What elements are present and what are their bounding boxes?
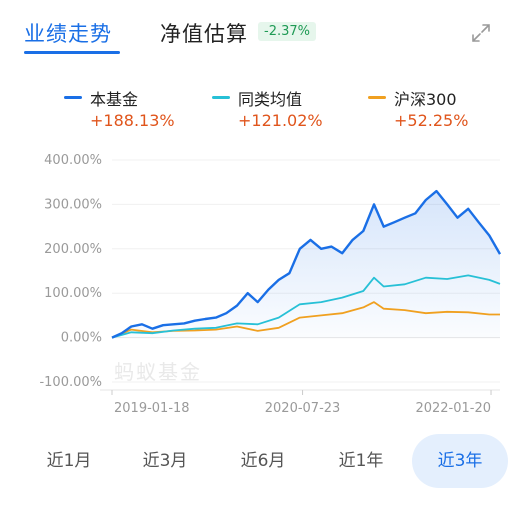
legend-swatch-peer-average: [212, 96, 230, 99]
legend-name-peer-average: 同类均值: [238, 90, 303, 109]
tab-bar: 业绩走势 净值估算 -2.37%: [24, 14, 498, 54]
y-tick-label: 100.00%: [44, 286, 102, 301]
watermark: 蚂蚁基金: [114, 360, 202, 384]
y-tick-label: 0.00%: [61, 331, 102, 346]
legend-swatch-fund: [64, 96, 82, 99]
y-tick-label: 200.00%: [44, 242, 102, 257]
period-1m[interactable]: 近1月: [46, 451, 92, 471]
period-6m[interactable]: 近6月: [240, 451, 286, 471]
x-tick-label: 2022-01-20: [415, 401, 491, 416]
period-3y[interactable]: 近3年: [412, 434, 508, 488]
tab-estimate[interactable]: 净值估算: [160, 22, 248, 46]
period-1y[interactable]: 近1年: [338, 451, 384, 471]
legend-value-fund: +188.13%: [90, 111, 175, 130]
tab-performance[interactable]: 业绩走势: [24, 22, 112, 46]
series-line-0: [111, 189, 502, 339]
period-3m[interactable]: 近3月: [142, 451, 188, 471]
y-tick-label: -100.00%: [39, 375, 102, 390]
active-tab-indicator: [24, 51, 120, 54]
estimate-change-badge: -2.37%: [258, 22, 316, 41]
legend-value-peer-average: +121.02%: [238, 111, 323, 130]
y-tick-label: 400.00%: [44, 153, 102, 168]
chart-legend: 本基金 +188.13% 同类均值 +121.02% 沪深300 +52.25%: [0, 86, 514, 136]
legend-value-csi300: +52.25%: [394, 111, 469, 130]
expand-icon[interactable]: [470, 22, 492, 44]
legend-name-csi300: 沪深300: [394, 90, 457, 109]
legend-swatch-csi300: [368, 96, 386, 99]
fund-area-fill: [112, 191, 500, 338]
x-tick-label: 2020-07-23: [265, 401, 341, 416]
y-tick-label: 300.00%: [44, 197, 102, 212]
period-selector: 近1月 近3月 近6月 近1年 近3年: [0, 434, 514, 488]
performance-line-chart: 400.00% 300.00% 200.00% 100.00% 0.00% -100.00…: [39, 153, 502, 416]
legend-name-fund: 本基金: [90, 90, 139, 109]
series-line-1: [111, 274, 501, 339]
x-tick-label: 2019-01-18: [114, 401, 190, 416]
